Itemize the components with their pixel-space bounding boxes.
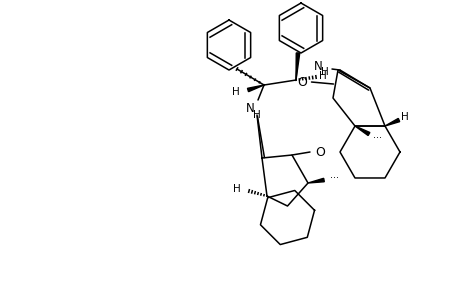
Text: N: N [245,101,254,115]
Text: H: H [400,112,408,122]
Text: ···: ··· [329,173,338,183]
Polygon shape [295,53,299,80]
Text: H: H [233,184,241,194]
Polygon shape [308,178,324,183]
Text: H: H [232,87,240,97]
Text: H: H [319,71,326,81]
Text: ···: ··· [372,133,381,143]
Text: H: H [320,67,328,77]
Polygon shape [384,118,399,126]
Text: O: O [314,146,324,158]
Polygon shape [354,126,369,136]
Text: N: N [313,59,322,73]
Text: H: H [252,110,260,120]
Polygon shape [247,85,263,92]
Text: O: O [297,76,307,88]
